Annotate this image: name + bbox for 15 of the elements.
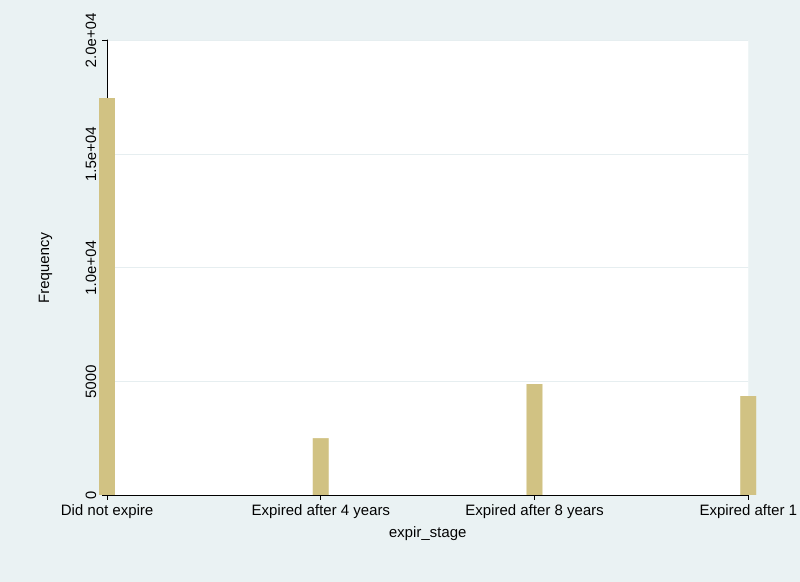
y-tick-label: 1.0e+04 xyxy=(83,240,100,295)
y-tick-label: 1.5e+04 xyxy=(83,126,100,182)
bar xyxy=(99,98,115,495)
x-axis-title: expir_stage xyxy=(388,524,466,541)
x-tick-label: Did not expire xyxy=(60,502,154,519)
bar xyxy=(526,384,542,495)
bar xyxy=(740,396,756,495)
y-tick-label: 2.0e+04 xyxy=(83,12,100,68)
y-tick-label: 5000 xyxy=(83,364,100,398)
y-tick-label: 0 xyxy=(83,490,100,500)
x-tick-label: Expired after 8 years xyxy=(465,502,604,519)
x-tick-label: Expired after 1 xyxy=(699,502,798,519)
y-axis-title: Frequency xyxy=(36,232,53,303)
bar xyxy=(312,438,329,495)
x-tick-label: Expired after 4 years xyxy=(252,502,390,519)
